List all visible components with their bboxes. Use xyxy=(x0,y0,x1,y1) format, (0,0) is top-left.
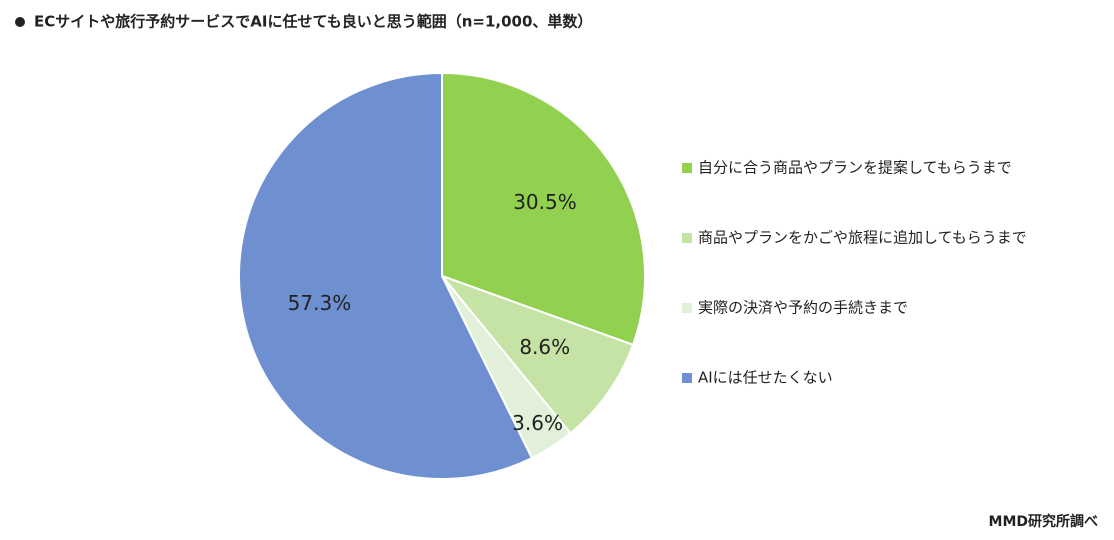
legend-label: 実際の決済や予約の手続きまで xyxy=(698,299,908,317)
title-bullet xyxy=(15,17,25,27)
legend-swatch xyxy=(682,163,692,173)
pie-slice xyxy=(441,71,646,347)
data-label: 8.6% xyxy=(519,335,570,359)
legend-label: AIには任せたくない xyxy=(698,369,833,387)
source: MMD研究所調べ xyxy=(989,513,1098,530)
data-label: 57.3% xyxy=(288,291,352,315)
legend-label: 商品やプランをかごや旅程に追加してもらうまで xyxy=(698,229,1027,247)
chart-title: ECサイトや旅行予約サービスでAIに任せても良いと思う範囲（n=1,000、単数… xyxy=(34,13,592,31)
legend-swatch xyxy=(682,373,692,383)
data-label: 30.5% xyxy=(513,190,577,214)
legend-swatch xyxy=(682,303,692,313)
pie-slice xyxy=(438,273,635,435)
legend-label: 自分に合う商品やプランを提案してもらうまで xyxy=(698,159,1012,177)
data-label: 3.6% xyxy=(512,411,563,435)
legend-swatch xyxy=(682,233,692,243)
pie-slice xyxy=(238,71,534,480)
